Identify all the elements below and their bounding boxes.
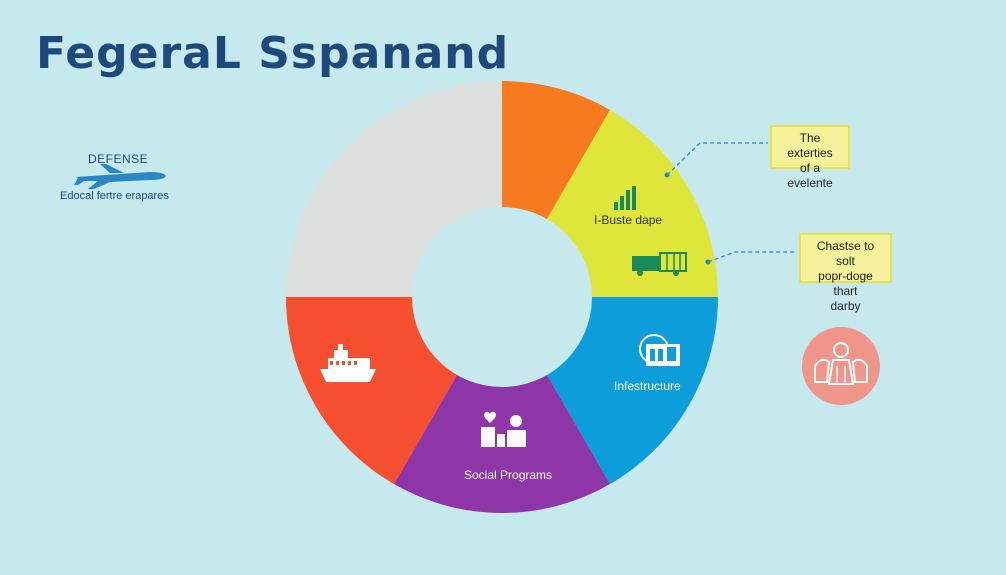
family-icon: [481, 411, 526, 447]
donut-hole: [412, 207, 592, 387]
people-icon: [802, 327, 880, 405]
pie-slice-4: [394, 297, 610, 513]
segment-label-budget: I-Buste dape: [594, 213, 663, 227]
sticky-note-1: The exterties of a evelente: [770, 125, 850, 190]
defense-label: DEFENSE: [88, 152, 149, 166]
truck-icon: [632, 252, 687, 276]
building-icon: [639, 334, 680, 366]
airplane-icon: [74, 164, 166, 189]
note-2-line-3: darby: [830, 299, 861, 313]
note-2-line-2: popr-doge thart: [818, 269, 873, 298]
sticky-note-2: Chastse to solt popr-doge thart darby: [799, 233, 892, 313]
bar-chart-icon: [614, 186, 636, 210]
connector-line-1: [666, 142, 768, 176]
segment-label-infrastructure: Infestructure: [614, 379, 681, 393]
chart-title: FegeraL Sspanand: [36, 28, 510, 79]
segment-label-social: Social Programs: [464, 468, 553, 482]
note-1-line-1: The exterties: [787, 131, 833, 160]
connector-line-2: [707, 251, 797, 263]
ship-icon: [320, 344, 376, 382]
defense-subtext: Edocal fertre erapares: [60, 190, 169, 202]
connector-dot-1: [664, 172, 670, 178]
note-1-line-2: of a evelente: [787, 161, 833, 190]
connector-dot-2: [705, 259, 711, 265]
note-2-line-1: Chastse to solt: [816, 239, 875, 268]
